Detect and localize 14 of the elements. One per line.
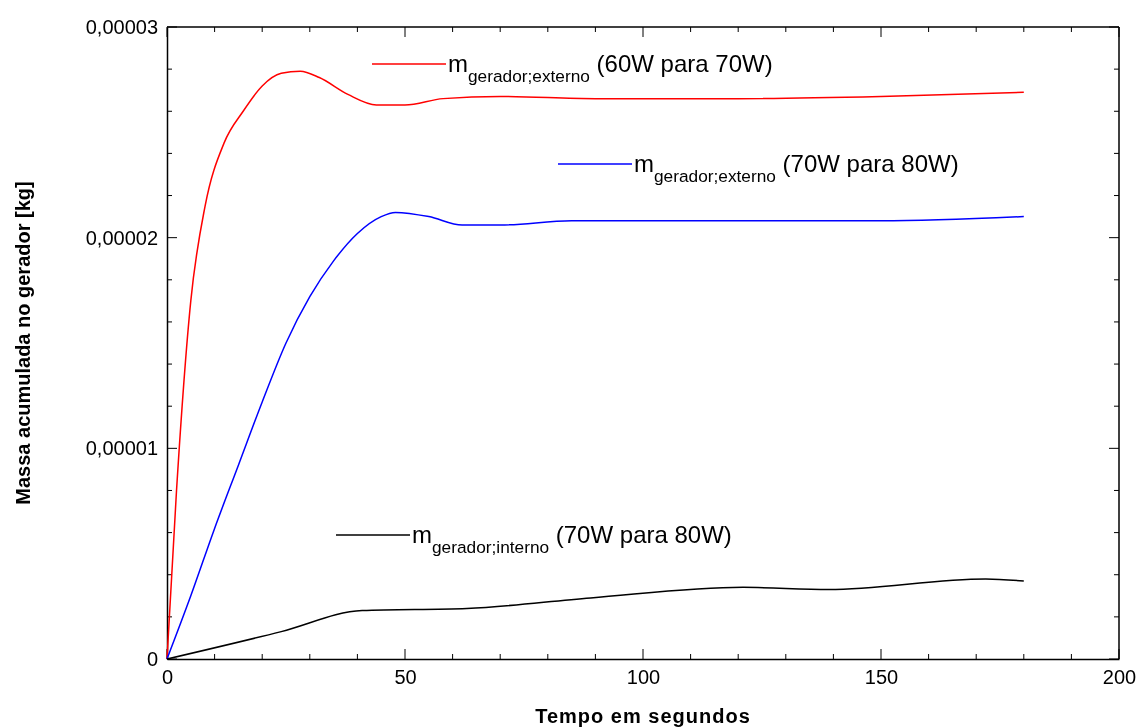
x-axis-title: Tempo em segundos (535, 705, 751, 727)
x-tick-label: 50 (394, 666, 417, 688)
x-tick-label: 200 (1102, 666, 1137, 688)
y-tick-label: 0,00003 (85, 15, 158, 38)
legend-label: m$_{gerador;externo}$ (60W para 70W) (448, 50, 773, 86)
y-tick-label: 0,00001 (85, 437, 158, 460)
x-tick-label: 100 (626, 666, 661, 688)
y-axis-title: Massa acumulada no gerador [kg] (12, 181, 34, 505)
y-tick-label: 0 (146, 647, 158, 670)
legend-label: m$_{gerador;interno}$ (70W para 80W) (412, 521, 732, 557)
legend-label: m$_{gerador;externo}$ (70W para 80W) (634, 150, 959, 186)
y-tick-label: 0,00002 (85, 226, 158, 249)
x-tick-label: 150 (864, 666, 899, 688)
x-tick-label: 0 (161, 666, 174, 688)
